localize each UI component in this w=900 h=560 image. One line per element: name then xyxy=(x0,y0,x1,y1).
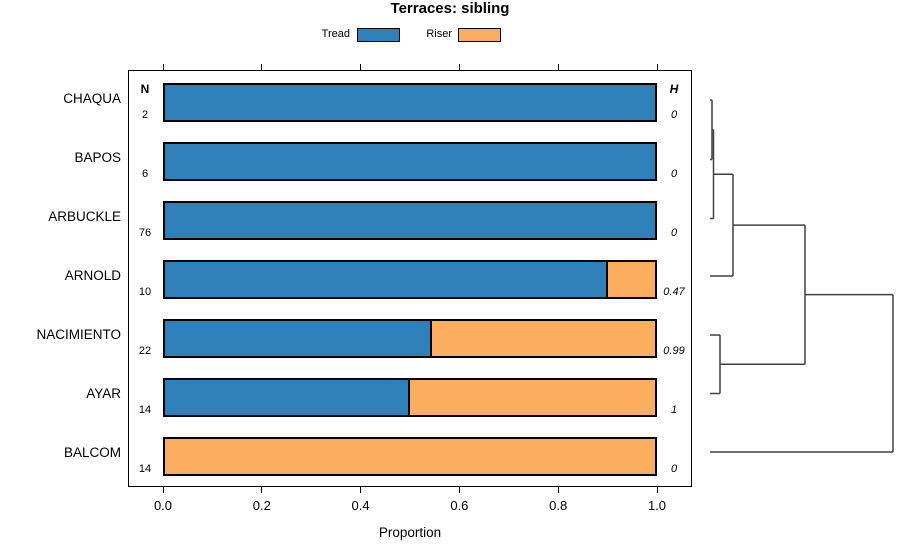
x-tick-top xyxy=(458,64,460,70)
bar-segment-riser xyxy=(163,436,657,476)
row-label-bapos: BAPOS xyxy=(74,150,121,165)
x-tick-top xyxy=(656,64,658,70)
bar-segment-tread xyxy=(163,200,657,240)
chart-title: Terraces: sibling xyxy=(390,0,510,17)
row-label-arnold: ARNOLD xyxy=(64,268,121,283)
bar-segment-riser xyxy=(408,377,657,417)
h-value-chaqua: 0 xyxy=(670,109,678,121)
bar-segment-tread xyxy=(163,377,410,417)
h-column-header: H xyxy=(669,82,679,96)
x-tick-label: 1.0 xyxy=(647,498,667,513)
bar-segment-tread xyxy=(163,141,657,181)
x-tick-bottom xyxy=(656,487,658,493)
h-value-arnold: 0.47 xyxy=(663,286,685,298)
x-tick-top xyxy=(261,64,263,70)
n-column-header: N xyxy=(140,82,150,96)
x-tick-label: 0.6 xyxy=(450,498,469,513)
legend-label-tread: Tread xyxy=(321,28,350,40)
x-tick-bottom xyxy=(261,487,263,493)
bar-arbuckle xyxy=(163,200,657,240)
bar-arnold xyxy=(163,259,657,299)
h-value-arbuckle: 0 xyxy=(670,227,678,239)
row-label-nacimiento: NACIMIENTO xyxy=(36,327,121,342)
bar-segment-tread xyxy=(163,259,608,299)
legend-swatch-tread xyxy=(357,28,400,42)
x-tick-top xyxy=(162,64,164,70)
h-value-nacimiento: 0.99 xyxy=(663,345,685,357)
x-tick-bottom xyxy=(162,487,164,493)
h-value-bapos: 0 xyxy=(670,168,678,180)
row-label-chaqua: CHAQUA xyxy=(63,91,121,106)
bar-segment-riser xyxy=(606,259,657,299)
x-tick-bottom xyxy=(360,487,362,493)
legend-label-riser: Riser xyxy=(426,28,452,40)
bar-chaqua xyxy=(163,82,657,122)
x-tick-top xyxy=(557,64,559,70)
n-value-arnold: 10 xyxy=(138,286,152,298)
x-tick-bottom xyxy=(557,487,559,493)
h-value-balcom: 0 xyxy=(670,463,678,475)
x-tick-label: 0.0 xyxy=(153,498,173,513)
plot-box xyxy=(128,70,692,487)
n-value-arbuckle: 76 xyxy=(138,227,152,239)
bar-segment-tread xyxy=(163,318,432,358)
bar-ayar xyxy=(163,377,657,417)
bar-nacimiento xyxy=(163,318,657,358)
x-tick-label: 0.4 xyxy=(351,498,370,513)
bar-bapos xyxy=(163,141,657,181)
n-value-bapos: 6 xyxy=(141,168,149,180)
row-label-ayar: AYAR xyxy=(86,386,121,401)
x-tick-label: 0.2 xyxy=(252,498,271,513)
bar-segment-riser xyxy=(430,318,657,358)
x-axis-title: Proportion xyxy=(378,525,442,540)
x-tick-top xyxy=(360,64,362,70)
x-tick-label: 0.8 xyxy=(549,498,568,513)
n-value-chaqua: 2 xyxy=(141,109,149,121)
legend-swatch-riser xyxy=(458,28,501,42)
row-label-balcom: BALCOM xyxy=(63,445,121,460)
row-label-arbuckle: ARBUCKLE xyxy=(48,209,121,224)
bar-balcom xyxy=(163,436,657,476)
x-tick-bottom xyxy=(458,487,460,493)
n-value-balcom: 14 xyxy=(138,463,152,475)
bar-segment-tread xyxy=(163,82,657,122)
n-value-ayar: 14 xyxy=(138,404,152,416)
h-value-ayar: 1 xyxy=(670,404,678,416)
n-value-nacimiento: 22 xyxy=(138,345,152,357)
